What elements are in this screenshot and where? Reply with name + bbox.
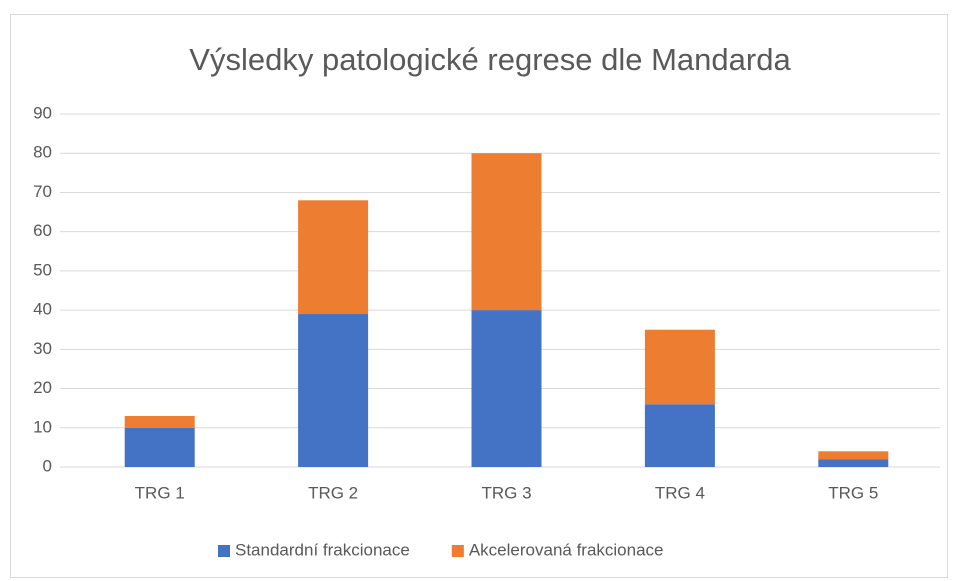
y-tick-label: 50 xyxy=(33,260,52,279)
chart-title: Výsledky patologické regrese dle Mandard… xyxy=(189,42,791,77)
x-tick-label: TRG 4 xyxy=(655,483,705,502)
bar xyxy=(298,200,369,315)
y-tick-label: 70 xyxy=(33,182,52,201)
bar xyxy=(298,314,369,467)
bar xyxy=(644,329,715,405)
bar xyxy=(471,153,542,311)
legend-label: Akcelerovaná frakcionace xyxy=(469,540,664,559)
y-tick-label: 0 xyxy=(43,456,52,475)
x-tick-label: TRG 5 xyxy=(828,483,878,502)
legend-swatch xyxy=(451,545,464,557)
y-tick-label: 40 xyxy=(33,300,52,319)
bar xyxy=(818,451,889,460)
bar xyxy=(471,310,542,467)
y-tick-label: 60 xyxy=(33,221,52,240)
bar xyxy=(124,416,195,428)
bar xyxy=(818,459,889,467)
x-tick-label: TRG 3 xyxy=(481,483,531,502)
x-tick-label: TRG 2 xyxy=(308,483,358,502)
legend-label: Standardní frakcionace xyxy=(235,540,410,559)
y-tick-label: 90 xyxy=(33,103,52,122)
y-tick-label: 80 xyxy=(33,143,52,162)
x-tick-label: TRG 1 xyxy=(135,483,185,502)
y-tick-label: 20 xyxy=(33,378,52,397)
bar xyxy=(644,404,715,467)
y-tick-label: 10 xyxy=(33,417,52,436)
y-tick-label: 30 xyxy=(33,339,52,358)
legend-swatch xyxy=(218,545,230,557)
bar xyxy=(124,427,195,467)
